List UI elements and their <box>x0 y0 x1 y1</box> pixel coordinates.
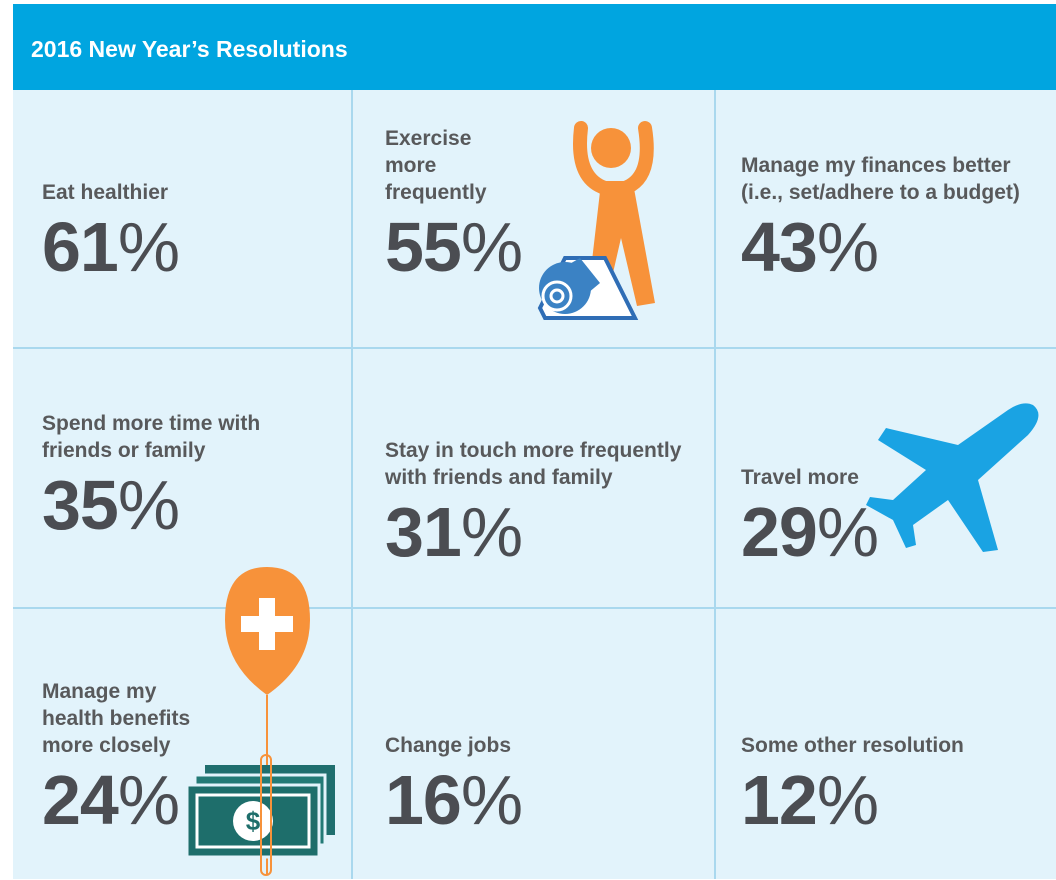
header-title: 2016 New Year’s Resolutions <box>13 4 1056 90</box>
cell-value: 43% <box>741 212 879 282</box>
value-unit: % <box>117 466 181 544</box>
value-unit: % <box>460 208 524 286</box>
cell-value: 55% <box>385 212 523 282</box>
value-number: 55 <box>385 208 462 286</box>
cell-label: Stay in touch more frequently with frien… <box>385 439 682 489</box>
value-number: 61 <box>42 208 119 286</box>
value-unit: % <box>816 493 880 571</box>
cell-value: 12% <box>741 765 879 835</box>
cell-label: Travel more <box>741 466 859 489</box>
cell-label: Some other resolution <box>741 734 964 757</box>
value-number: 16 <box>385 761 462 839</box>
value-number: 29 <box>741 493 818 571</box>
cell-label: Exercise more frequently <box>385 127 487 204</box>
cell-value: 61% <box>42 212 180 282</box>
cell-label: Manage my health benefits more closely <box>42 680 191 757</box>
cell-value: 16% <box>385 765 523 835</box>
money-balloon-icon: $ <box>185 567 335 876</box>
cell-label: Eat healthier <box>42 181 169 204</box>
value-unit: % <box>816 761 880 839</box>
value-number: 12 <box>741 761 818 839</box>
value-unit: % <box>816 208 880 286</box>
airplane-icon <box>866 403 1039 552</box>
cell-value: 29% <box>741 497 879 567</box>
value-unit: % <box>117 208 181 286</box>
grid <box>13 90 1056 879</box>
divider <box>13 347 1056 349</box>
divider <box>13 607 1056 609</box>
value-unit: % <box>460 761 524 839</box>
divider <box>351 90 353 879</box>
value-number: 43 <box>741 208 818 286</box>
cell-value: 24% <box>42 765 180 835</box>
value-unit: % <box>117 761 181 839</box>
value-unit: % <box>460 493 524 571</box>
value-number: 35 <box>42 466 119 544</box>
svg-text:$: $ <box>246 806 261 836</box>
divider <box>714 90 716 879</box>
cell-label: Manage my finances better (i.e., set/adh… <box>741 154 1020 204</box>
cell-value: 35% <box>42 470 180 540</box>
value-number: 24 <box>42 761 119 839</box>
cell-value: 31% <box>385 497 523 567</box>
exercise-icon <box>537 121 655 320</box>
cell-label: Change jobs <box>385 734 512 757</box>
cell-label: Spend more time with friends or family <box>42 412 261 462</box>
value-number: 31 <box>385 493 462 571</box>
